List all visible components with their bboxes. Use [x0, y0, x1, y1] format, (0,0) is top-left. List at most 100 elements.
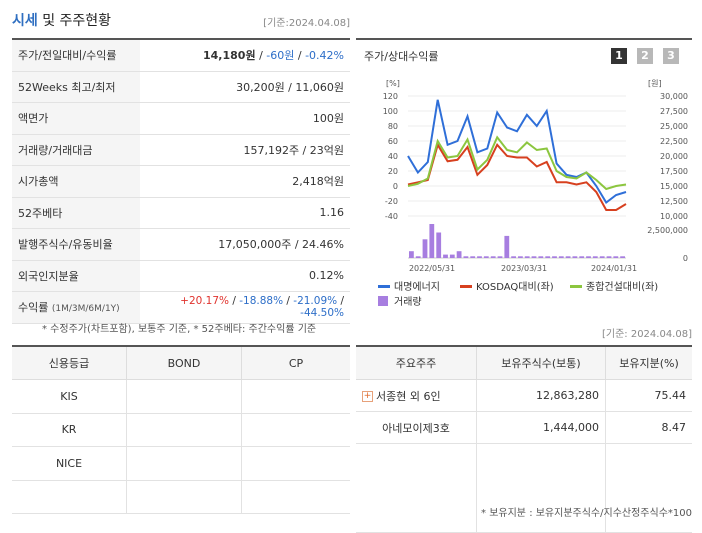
chart-panel: 주가/상대수익률 1 2 3 [%] [원] 120 100 80 60 40 20 0 -20 -…: [356, 38, 692, 316]
cp-rating: [241, 480, 350, 514]
right-tick-label: 22,500: [660, 137, 688, 146]
credit-row: NICE: [12, 446, 350, 481]
volume-bar: [586, 256, 591, 258]
x-tick-label: 2024/01/31: [591, 264, 637, 273]
series-line: [407, 99, 627, 204]
volume-bar: [415, 256, 421, 258]
price-return-chart: [%] [원] 120 100 80 60 40 20 0 -20 -40 30,000 27,500 2…: [378, 79, 688, 308]
volume-bar: [449, 254, 455, 258]
credit-agency: KIS: [12, 379, 127, 414]
info-label: 시가총액: [12, 165, 140, 198]
chart-title: 주가/상대수익률: [364, 50, 439, 63]
credit-agency: NICE: [12, 446, 127, 481]
left-tick-label: 20: [388, 167, 398, 176]
left-tick-label: -40: [385, 212, 398, 221]
volume-bar: [504, 235, 510, 258]
left-tick-label: 0: [393, 182, 398, 191]
price-info-table: 주가/전일대비/수익률 14,180원 / -60원 / -0.42% 52We…: [12, 38, 350, 324]
section-title: 시세 및 주주현황: [12, 10, 111, 30]
left-tick-label: 80: [388, 122, 398, 131]
right-tick-label: 10,000: [660, 212, 688, 221]
credit-header: BOND: [126, 345, 242, 380]
holders-header: 보유주식수(보통): [476, 345, 606, 380]
info-row: 시가총액 2,418억원: [12, 165, 350, 198]
right-tick-label: 17,500: [660, 167, 688, 176]
info-label: 거래량/거래대금: [12, 134, 140, 166]
holders-header: 주요주주: [356, 345, 477, 380]
volume-bar: [436, 232, 442, 258]
info-value: 157,192주 / 23억원: [140, 134, 350, 166]
price-change: -60원: [266, 49, 295, 63]
volume-bar: [443, 254, 448, 258]
expand-plus-icon[interactable]: +: [362, 391, 373, 402]
legend-swatch: [378, 296, 388, 306]
bond-rating: [126, 446, 242, 481]
volume-bar: [422, 239, 428, 258]
info-row: 액면가 100원: [12, 102, 350, 135]
cp-rating: [241, 446, 350, 481]
title-rest: 및 주주현황: [37, 13, 112, 29]
holder-empty: [476, 443, 606, 533]
reference-date: [기준:2024.04.08]: [263, 18, 350, 29]
volume-bar: [409, 251, 414, 258]
credit-agency: KR: [12, 413, 127, 447]
volume-bar: [524, 256, 530, 258]
right-tick-label: 25,000: [660, 122, 688, 131]
volume-bar: [483, 256, 489, 258]
holder-name-cell: + 서종현 외 6인: [356, 379, 477, 412]
volume-bar: [599, 256, 605, 258]
info-value: 30,200원 / 11,060원: [140, 71, 350, 103]
bond-rating: [126, 379, 242, 414]
chart-period-button-1[interactable]: 1: [611, 48, 627, 64]
volume-bar: [613, 256, 619, 258]
chart-period-button-3[interactable]: 3: [663, 48, 679, 64]
current-price: 14,180원: [203, 49, 256, 63]
cp-rating: [241, 379, 350, 414]
info-value: 100원: [140, 102, 350, 135]
change-rate: -0.42%: [305, 49, 344, 63]
holder-row: 아네모이제3호 1,444,000 8.47: [356, 411, 692, 444]
info-row: 외국인지분율 0.12%: [12, 260, 350, 292]
holders-header: 보유지분(%): [605, 345, 692, 380]
holder-shares: 12,863,280: [476, 379, 606, 412]
credit-rating-table: 신용등급 BOND CP KIS KR NICE: [12, 345, 350, 514]
legend-swatch: [570, 285, 582, 288]
separator: /: [283, 295, 294, 308]
holder-shares: 1,444,000: [476, 411, 606, 444]
legend-label: 거래량: [394, 296, 422, 308]
title-bold: 시세: [12, 13, 38, 29]
volume-bar: [545, 256, 551, 258]
volume-bar: [429, 224, 435, 258]
volume-bar: [456, 251, 462, 258]
volume-bar: [531, 256, 537, 258]
info-value: 0.12%: [140, 260, 350, 292]
bond-rating: [126, 413, 242, 447]
credit-agency: [12, 480, 127, 514]
credit-header: 신용등급: [12, 345, 127, 380]
chart-period-button-2[interactable]: 2: [637, 48, 653, 64]
legend-label: 대명에너지: [394, 281, 440, 293]
return-label: 수익률: [18, 301, 49, 315]
left-axis-unit: [%]: [386, 79, 400, 88]
return-1y: -44.50%: [300, 307, 344, 320]
separator: /: [229, 295, 240, 308]
volume-bar: [606, 256, 612, 258]
holder-pct: 75.44: [605, 379, 692, 412]
info-label: 수익률 (1M/3M/6M/1Y): [12, 291, 140, 324]
volume-bar: [538, 256, 544, 258]
right-axis-unit: [원]: [648, 79, 662, 88]
right-tick-label: 20,000: [660, 152, 688, 161]
left-tick-label: 40: [388, 152, 398, 161]
holders-header-row: 주요주주 보유주식수(보통) 보유지분(%): [356, 345, 692, 380]
credit-row: KR: [12, 413, 350, 447]
right-tick-label: 30,000: [660, 92, 688, 101]
holder-pct: 8.47: [605, 411, 692, 444]
info-row: 거래량/거래대금 157,192주 / 23억원: [12, 134, 350, 166]
info-value: +20.17% / -18.88% / -21.09% / -44.50%: [140, 291, 350, 324]
legend-label: 종합건설대비(좌): [586, 281, 658, 293]
info-row: 발행주식수/유동비율 17,050,000주 / 24.46%: [12, 228, 350, 261]
volume-bar: [552, 256, 557, 258]
left-tick-label: -20: [385, 197, 398, 206]
x-tick-label: 2023/03/31: [501, 264, 547, 273]
volume-bar: [511, 256, 516, 258]
